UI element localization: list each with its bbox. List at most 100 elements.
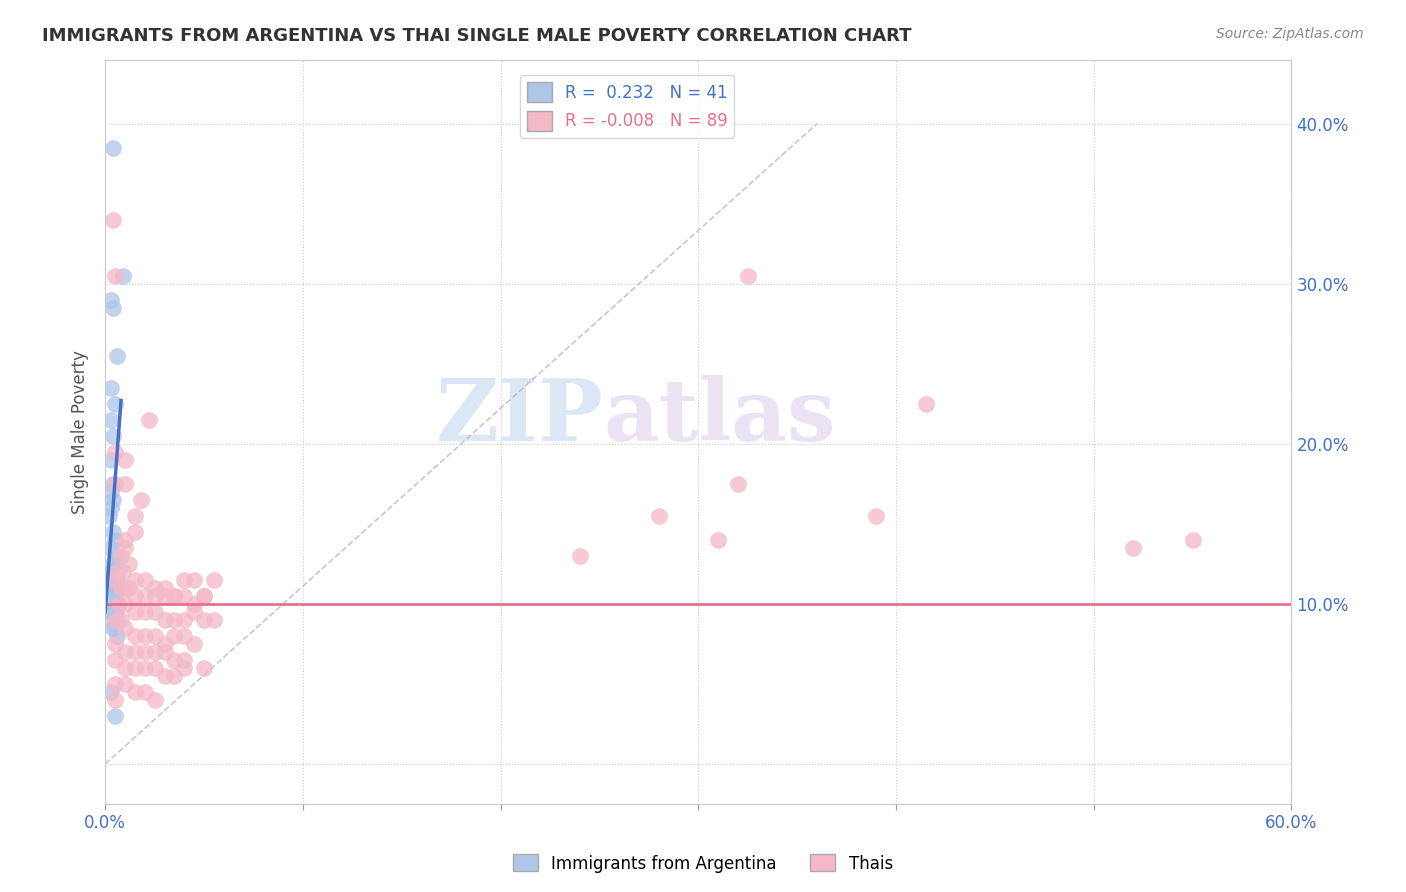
Point	[101, 613, 124, 627]
Point	[114, 533, 136, 547]
Point	[173, 613, 195, 627]
Point	[100, 413, 122, 427]
Point	[153, 589, 176, 603]
Point	[124, 605, 146, 619]
Point	[101, 301, 124, 315]
Point	[105, 629, 128, 643]
Point	[153, 581, 176, 595]
Point	[110, 549, 132, 563]
Point	[104, 653, 127, 667]
Point	[163, 629, 186, 643]
Point	[114, 677, 136, 691]
Point	[193, 589, 215, 603]
Point	[100, 381, 122, 395]
Point	[104, 677, 127, 691]
Point	[100, 565, 122, 579]
Point	[124, 661, 146, 675]
Point	[173, 589, 195, 603]
Point	[648, 508, 671, 523]
Point	[101, 476, 124, 491]
Point	[105, 349, 128, 363]
Point	[153, 637, 176, 651]
Legend: R =  0.232   N = 41, R = -0.008   N = 89: R = 0.232 N = 41, R = -0.008 N = 89	[520, 76, 734, 137]
Point	[865, 508, 887, 523]
Point	[143, 661, 166, 675]
Text: atlas: atlas	[603, 375, 837, 458]
Point	[105, 613, 128, 627]
Point	[105, 573, 128, 587]
Point	[105, 597, 128, 611]
Point	[101, 565, 124, 579]
Point	[104, 476, 127, 491]
Y-axis label: Single Male Poverty: Single Male Poverty	[72, 350, 89, 514]
Point	[134, 573, 156, 587]
Point	[134, 661, 156, 675]
Point	[104, 557, 127, 571]
Point	[100, 484, 122, 499]
Point	[104, 533, 127, 547]
Point	[173, 573, 195, 587]
Point	[114, 581, 136, 595]
Point	[118, 557, 141, 571]
Point	[1122, 541, 1144, 555]
Text: ZIP: ZIP	[436, 375, 603, 458]
Text: IMMIGRANTS FROM ARGENTINA VS THAI SINGLE MALE POVERTY CORRELATION CHART: IMMIGRANTS FROM ARGENTINA VS THAI SINGLE…	[42, 27, 911, 45]
Point	[193, 661, 215, 675]
Point	[100, 589, 122, 603]
Point	[727, 476, 749, 491]
Point	[114, 645, 136, 659]
Point	[114, 476, 136, 491]
Point	[143, 693, 166, 707]
Point	[143, 581, 166, 595]
Point	[183, 637, 205, 651]
Point	[105, 581, 128, 595]
Point	[124, 573, 146, 587]
Point	[153, 669, 176, 683]
Point	[104, 397, 127, 411]
Point	[104, 445, 127, 459]
Point	[163, 613, 186, 627]
Point	[124, 589, 146, 603]
Point	[114, 452, 136, 467]
Point	[104, 709, 127, 723]
Point	[193, 613, 215, 627]
Point	[134, 645, 156, 659]
Point	[737, 268, 759, 283]
Point	[173, 629, 195, 643]
Point	[183, 573, 205, 587]
Point	[134, 589, 156, 603]
Point	[138, 413, 160, 427]
Point	[118, 581, 141, 595]
Point	[114, 621, 136, 635]
Point	[153, 613, 176, 627]
Point	[104, 573, 127, 587]
Point	[124, 685, 146, 699]
Point	[104, 613, 127, 627]
Point	[124, 629, 146, 643]
Point	[101, 492, 124, 507]
Point	[183, 605, 205, 619]
Point	[163, 589, 186, 603]
Point	[104, 549, 127, 563]
Point	[134, 685, 156, 699]
Point	[163, 653, 186, 667]
Point	[101, 597, 124, 611]
Point	[193, 589, 215, 603]
Point	[129, 492, 152, 507]
Point	[104, 581, 127, 595]
Point	[163, 589, 186, 603]
Point	[101, 212, 124, 227]
Point	[707, 533, 730, 547]
Point	[110, 613, 132, 627]
Point	[124, 508, 146, 523]
Text: Source: ZipAtlas.com: Source: ZipAtlas.com	[1216, 27, 1364, 41]
Point	[124, 645, 146, 659]
Point	[134, 605, 156, 619]
Point	[124, 524, 146, 539]
Point	[104, 589, 127, 603]
Point	[101, 621, 124, 635]
Point	[173, 653, 195, 667]
Point	[104, 621, 127, 635]
Point	[101, 581, 124, 595]
Point	[143, 589, 166, 603]
